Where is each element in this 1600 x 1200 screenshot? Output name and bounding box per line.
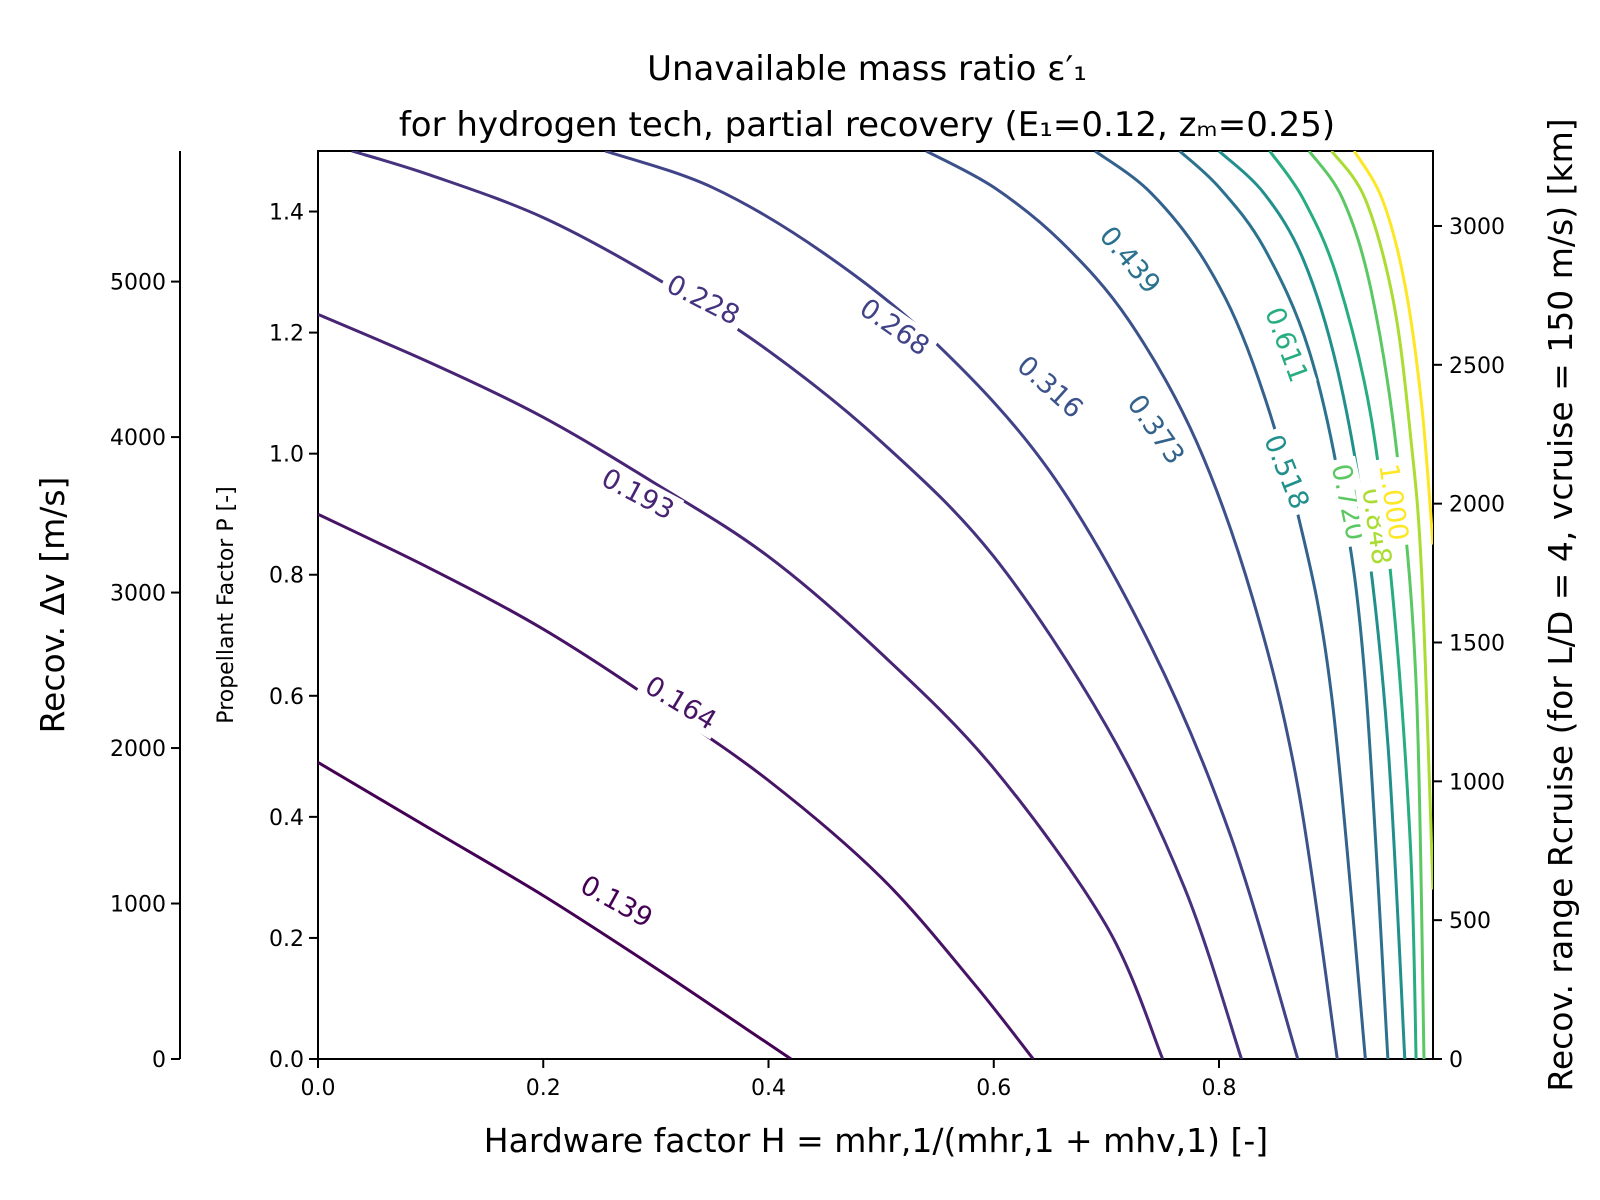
left-tick-label: 3000 xyxy=(110,582,166,607)
contour-line-0.316 xyxy=(925,151,1339,1059)
contour-label-group-0.228: 0.228 xyxy=(656,265,750,335)
y-tick-label: 0.8 xyxy=(269,564,304,589)
left-tick-label: 2000 xyxy=(110,737,166,762)
contour-label-0.268: 0.268 xyxy=(854,293,935,363)
x-tick-label: 0.2 xyxy=(526,1076,561,1101)
contour-label-group-0.373: 0.373 xyxy=(1117,384,1195,475)
contour-line-0.139 xyxy=(318,761,792,1059)
contour-line-0.193 xyxy=(318,313,1165,1059)
contour-lines xyxy=(318,151,1433,1059)
contour-label-group-0.139: 0.139 xyxy=(570,866,663,937)
contour-line-0.439 xyxy=(1178,151,1390,1059)
contour-label-0.611: 0.611 xyxy=(1258,303,1314,386)
right-tick-label: 500 xyxy=(1449,909,1491,934)
right-tick-label: 1500 xyxy=(1449,631,1505,656)
x-tick-label: 0.8 xyxy=(1202,1076,1237,1101)
contour-label-0.316: 0.316 xyxy=(1011,350,1089,425)
left-tick-label: 4000 xyxy=(110,426,166,451)
x-tick-label: 0.4 xyxy=(751,1076,786,1101)
chart-title-line2: for hydrogen tech, partial recovery (E₁=… xyxy=(399,105,1335,145)
contour-line-0.848 xyxy=(1330,151,1433,890)
contour-line-0.268 xyxy=(604,151,1300,1059)
contour-line-0.518 xyxy=(1217,151,1407,1059)
contour-label-group-0.268: 0.268 xyxy=(849,288,940,366)
contour-line-0.611 xyxy=(1268,151,1418,1059)
contour-label-group-1.000: 1.000 xyxy=(1371,456,1416,548)
right-tick-label: 0 xyxy=(1449,1048,1463,1073)
y-axis: 0.0 0.2 0.4 0.6 0.8 1.0 1.2 1.4 xyxy=(269,201,318,1073)
left-axis-title: Recov. Δv [m/s] xyxy=(33,477,72,734)
contour-label-0.228: 0.228 xyxy=(662,269,745,332)
contour-label-group-0.439: 0.439 xyxy=(1089,216,1171,304)
left-tick-label: 1000 xyxy=(110,893,166,918)
right-tick-label: 2500 xyxy=(1449,354,1505,379)
y-tick-label: 0.6 xyxy=(269,685,304,710)
contour-label-group-0.316: 0.316 xyxy=(1006,345,1094,429)
contour-line-0.164 xyxy=(318,512,1035,1059)
y-tick-label: 1.4 xyxy=(269,201,304,226)
x-tick-label: 0.0 xyxy=(301,1076,336,1101)
y-tick-label: 0.4 xyxy=(269,806,304,831)
right-range-axis: 0 500 1000 1500 2000 2500 3000 xyxy=(1433,215,1505,1073)
right-tick-label: 2000 xyxy=(1449,493,1505,518)
left-axis-ticks: 0 1000 2000 3000 4000 5000 xyxy=(110,271,180,1073)
contour-label-group-0.518: 0.518 xyxy=(1255,425,1318,519)
contour-line-1.000 xyxy=(1352,151,1433,545)
contour-label-0.164: 0.164 xyxy=(639,670,721,736)
contour-line-0.228 xyxy=(351,151,1243,1059)
left-tick-label: 0 xyxy=(152,1048,166,1073)
y-axis-title: Propellant Factor P [-] xyxy=(214,486,239,723)
contour-label-0.518: 0.518 xyxy=(1257,430,1315,513)
y-tick-label: 0.0 xyxy=(269,1048,304,1073)
chart-title-line1: Unavailable mass ratio ε′₁ xyxy=(647,49,1087,89)
x-tick-label: 0.6 xyxy=(976,1076,1011,1101)
y-tick-label: 1.2 xyxy=(269,322,304,347)
y-tick-label: 1.0 xyxy=(269,443,304,468)
right-tick-label: 3000 xyxy=(1449,215,1505,240)
x-axis-title: Hardware factor H = mhr,1/(mhr,1 + mhv,1… xyxy=(484,1121,1268,1160)
contour-label-group-0.193: 0.193 xyxy=(591,459,685,529)
left-tick-label: 5000 xyxy=(110,271,166,296)
y-tick-label: 0.2 xyxy=(269,927,304,952)
contour-label-group-0.164: 0.164 xyxy=(634,666,727,740)
plot-frame xyxy=(317,150,1434,1060)
right-axis-title: Recov. range Rcruise (for L/D = 4, vcrui… xyxy=(1541,118,1580,1091)
contour-label-0.373: 0.373 xyxy=(1121,389,1191,470)
x-axis: 0.0 0.2 0.4 0.6 0.8 xyxy=(301,1059,1237,1101)
right-tick-label: 1000 xyxy=(1449,770,1505,795)
